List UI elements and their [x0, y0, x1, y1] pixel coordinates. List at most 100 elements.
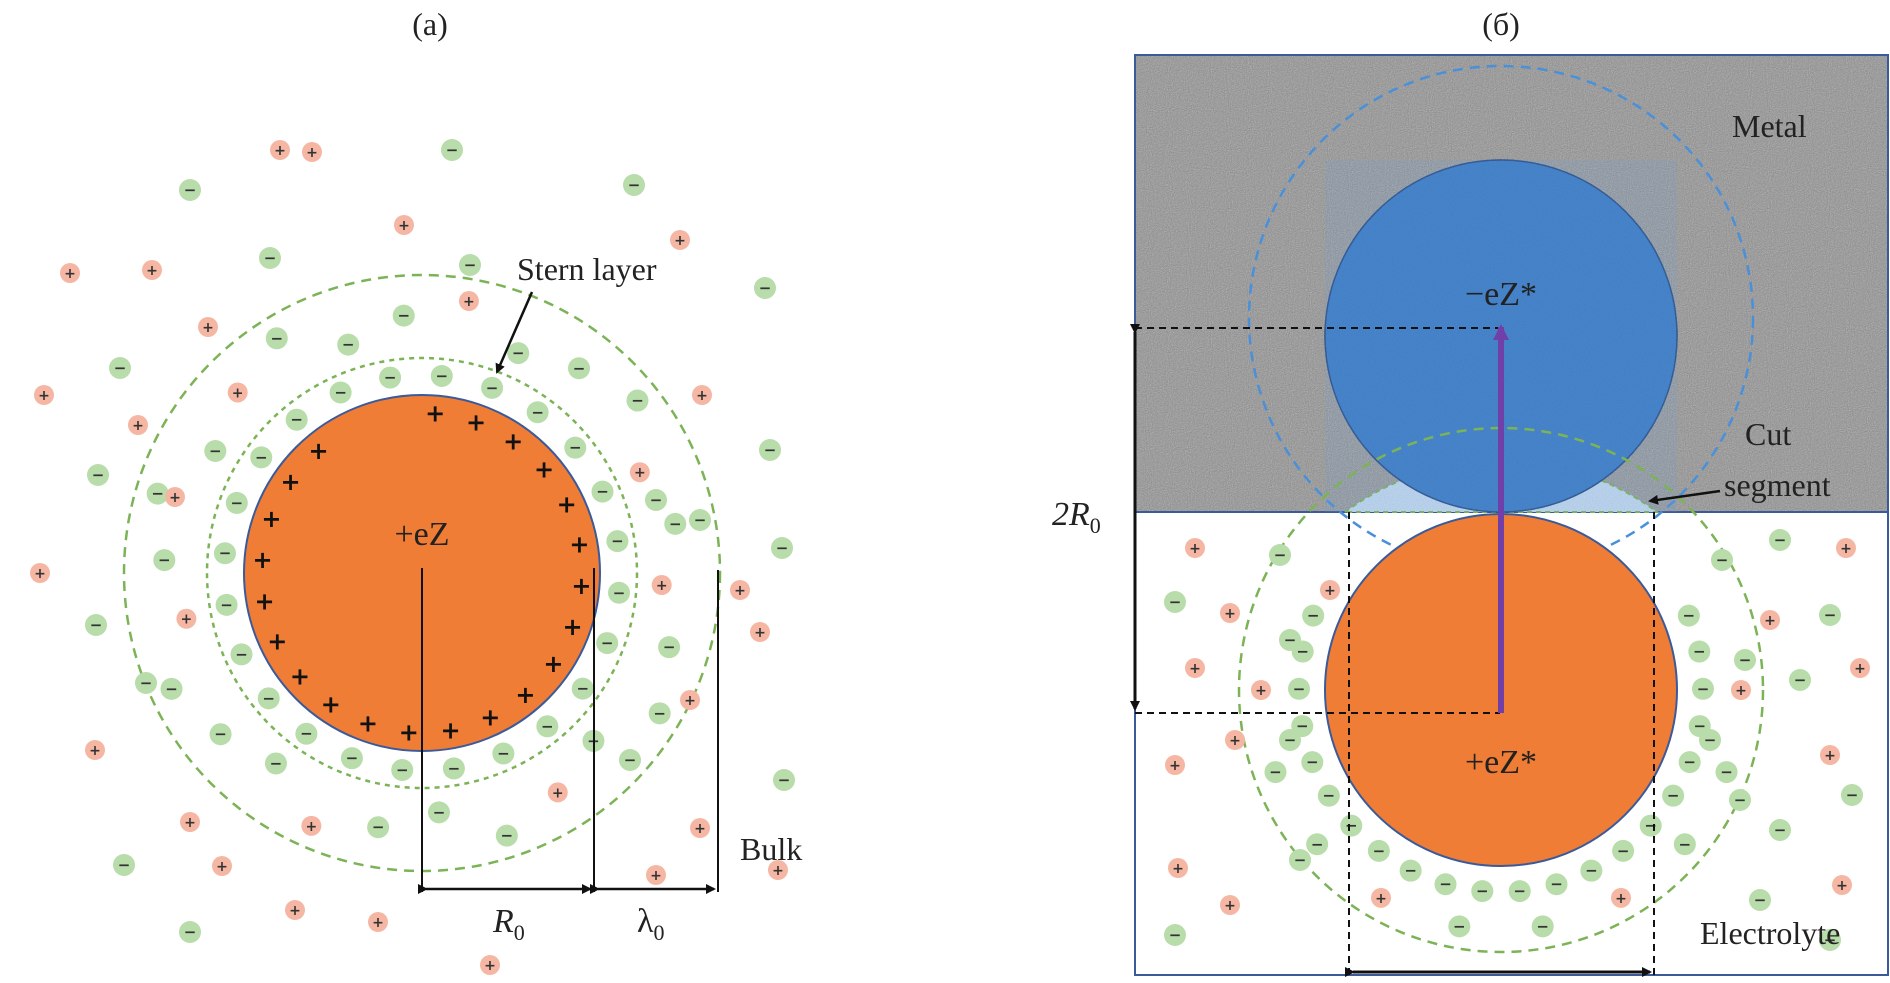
- cation-ion: +: [750, 622, 770, 642]
- surface-charge: +: [569, 530, 589, 558]
- anion-ion: −: [1367, 839, 1390, 862]
- svg-text:−: −: [764, 441, 777, 459]
- svg-text:+: +: [216, 859, 228, 875]
- svg-text:−: −: [1720, 763, 1733, 781]
- anion-ion: −: [265, 327, 288, 350]
- svg-text:+: +: [1224, 606, 1236, 622]
- svg-text:−: −: [1323, 787, 1336, 805]
- cation-ion: +: [1165, 755, 1185, 775]
- anion-ion: −: [257, 687, 280, 710]
- svg-text:−: −: [1644, 817, 1657, 835]
- svg-text:−: −: [501, 827, 514, 845]
- svg-text:−: −: [334, 384, 347, 402]
- svg-text:−: −: [1536, 917, 1549, 935]
- svg-text:−: −: [497, 744, 510, 762]
- anion-ion: −: [427, 801, 450, 824]
- anion-ion: −: [340, 747, 363, 770]
- surface-charges: + +++++++++++++++++++++: [252, 400, 591, 747]
- svg-text:−: −: [1824, 931, 1837, 949]
- svg-text:+: +: [34, 566, 46, 582]
- cation-ion: +: [60, 263, 80, 283]
- svg-text:+: +: [1764, 613, 1776, 629]
- surface-charge: +: [280, 468, 300, 496]
- stern-layer-boundary: [205, 356, 639, 790]
- cut-segment-pointer: [1648, 489, 1721, 505]
- svg-text:+: +: [146, 263, 158, 279]
- svg-text:−: −: [486, 379, 499, 397]
- anion-ion: −: [1531, 915, 1554, 938]
- svg-text:−: −: [140, 674, 153, 692]
- svg-text:+: +: [89, 743, 101, 759]
- surface-charge: +: [399, 718, 419, 746]
- anion-ion: −: [264, 752, 287, 775]
- cation-ion: +: [1185, 658, 1205, 678]
- surface-charge: +: [466, 408, 486, 436]
- svg-text:−: −: [1284, 631, 1297, 649]
- svg-text:−: −: [1293, 680, 1306, 698]
- svg-text:+: +: [1324, 583, 1336, 599]
- anion-ion: −: [1545, 873, 1568, 896]
- anion-ion: −: [608, 581, 631, 604]
- anion-ion: −: [1279, 629, 1301, 651]
- anion-ion: −: [113, 854, 135, 876]
- anion-ion: −: [329, 381, 352, 404]
- cation-ion: +: [547, 782, 568, 803]
- svg-text:−: −: [1716, 551, 1729, 569]
- anion-ion: −: [606, 530, 629, 553]
- svg-text:−: −: [372, 818, 385, 836]
- svg-text:−: −: [573, 359, 586, 377]
- svg-text:−: −: [220, 596, 233, 614]
- anion-ion: −: [492, 742, 515, 765]
- anion-ion: −: [441, 139, 463, 161]
- svg-text:−: −: [601, 634, 614, 652]
- svg-text:+: +: [64, 266, 76, 282]
- anion-ion: −: [1399, 859, 1422, 882]
- svg-text:−: −: [219, 544, 232, 562]
- surface-charge: +: [309, 437, 329, 465]
- svg-text:−: −: [1734, 791, 1747, 809]
- svg-text:−: −: [1284, 731, 1297, 749]
- anion-ion: −: [619, 749, 641, 771]
- svg-text:−: −: [290, 411, 303, 429]
- anion-ion: −: [1164, 924, 1186, 946]
- cation-ion: +: [1251, 680, 1271, 700]
- svg-text:+: +: [734, 583, 746, 599]
- svg-text:+: +: [463, 294, 475, 310]
- anion-ion: −: [1264, 761, 1287, 784]
- anion-ion: −: [215, 593, 238, 616]
- cation-ion: +: [1611, 887, 1631, 908]
- cation-ion: +: [1820, 745, 1840, 765]
- svg-text:−: −: [1296, 717, 1309, 735]
- svg-text:+: +: [694, 821, 706, 837]
- cut-segment-label-line2: segment: [1724, 467, 1831, 503]
- svg-text:+: +: [634, 465, 646, 481]
- cation-ion: +: [1320, 580, 1340, 600]
- surface-charge: +: [440, 716, 460, 744]
- cation-ion: +: [680, 690, 700, 710]
- cation-ion: +: [646, 865, 666, 885]
- anion-ion: −: [391, 759, 414, 782]
- svg-text:+: +: [184, 815, 196, 831]
- cation-ion: +: [30, 563, 50, 583]
- anion-ion: −: [1841, 784, 1863, 806]
- svg-text:+: +: [1189, 661, 1201, 677]
- svg-text:+: +: [656, 578, 668, 594]
- anion-ion: −: [1340, 814, 1363, 837]
- cation-ion: +: [1850, 658, 1870, 678]
- svg-text:+: +: [1255, 683, 1267, 699]
- svg-text:−: −: [1794, 671, 1807, 689]
- electrolyte-label: Electrolyte: [1700, 915, 1840, 951]
- anion-ion: −: [623, 174, 645, 196]
- cation-ion: +: [165, 487, 185, 507]
- svg-text:+: +: [38, 388, 50, 404]
- anion-ion: −: [1612, 839, 1635, 862]
- svg-text:+: +: [1824, 748, 1836, 764]
- svg-text:+: +: [1836, 878, 1848, 894]
- anion-ion: −: [1673, 833, 1696, 856]
- cation-ion: +: [142, 260, 162, 280]
- surface-charge: +: [252, 546, 272, 574]
- anion-ion: −: [295, 722, 318, 745]
- anion-ion: −: [1769, 529, 1791, 551]
- svg-text:+: +: [650, 868, 662, 884]
- cation-ion: +: [1185, 538, 1205, 558]
